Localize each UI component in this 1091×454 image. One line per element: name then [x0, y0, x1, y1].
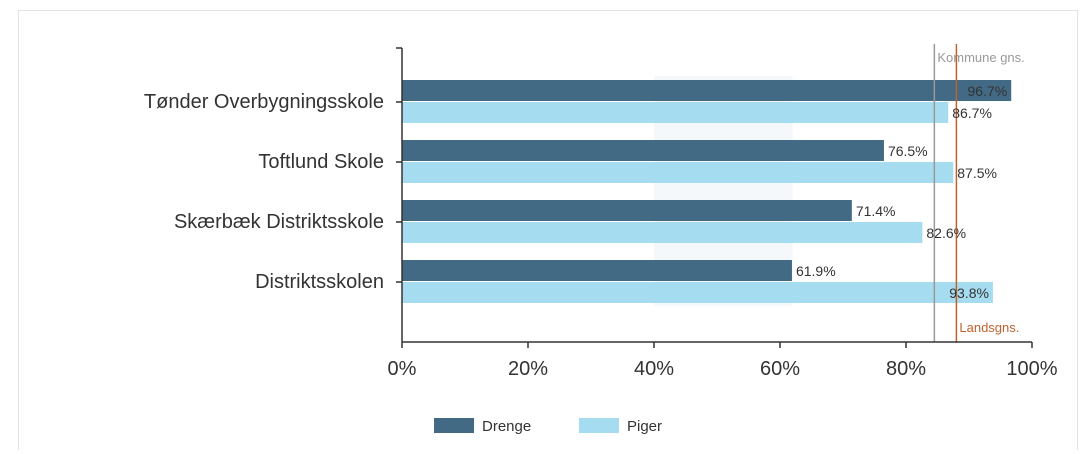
category-label-2: Skærbæk Distriktsskole [174, 211, 384, 233]
data-label-piger-1: 87.5% [957, 165, 997, 181]
x-tick-label-0: 0% [388, 358, 417, 380]
reference-label-1: Landsgns. [959, 320, 1019, 335]
x-tick-label-1: 20% [508, 358, 548, 380]
bar-piger-1 [402, 162, 954, 183]
data-label-drenge-0: 96.7% [968, 83, 1008, 99]
bar-piger-0 [402, 102, 949, 123]
x-tick-label-5: 100% [1006, 358, 1057, 380]
bars [402, 80, 1012, 303]
x-tick-label-4: 80% [886, 358, 926, 380]
legend-swatch-piger [579, 418, 619, 433]
reference-lines: Kommune gns. Landsgns. [933, 44, 1025, 342]
legend-label-drenge: Drenge [482, 418, 531, 435]
bar-drenge-0 [402, 80, 1012, 101]
x-tick-label-3: 60% [760, 358, 800, 380]
legend-label-piger: Piger [627, 418, 662, 435]
x-tick-label-2: 40% [634, 358, 674, 380]
bar-drenge-1 [402, 140, 884, 161]
category-label-3: Distriktsskolen [255, 271, 384, 293]
data-label-drenge-1: 76.5% [888, 143, 928, 159]
data-label-drenge-3: 61.9% [796, 263, 836, 279]
bar-drenge-3 [402, 260, 792, 281]
bar-piger-3 [402, 282, 993, 303]
bar-drenge-2 [402, 200, 852, 221]
bar-piger-2 [402, 222, 923, 243]
legend: Drenge Piger [434, 418, 662, 435]
reference-label-0: Kommune gns. [937, 50, 1024, 65]
data-label-drenge-2: 71.4% [856, 203, 896, 219]
category-label-1: Toftlund Skole [258, 151, 384, 173]
data-label-piger-3: 93.8% [949, 285, 989, 301]
data-label-piger-2: 82.6% [926, 225, 966, 241]
legend-swatch-drenge [434, 418, 474, 433]
data-label-piger-0: 86.7% [952, 105, 992, 121]
category-label-0: Tønder Overbygningsskole [144, 91, 384, 113]
data-labels: 96.7% 86.7% 76.5% 87.5% 71.4% 82.6% 61.9% 93.8% [796, 83, 1007, 301]
axes: Tønder Overbygningsskole Toftlund Skole Sk… [144, 47, 1058, 380]
